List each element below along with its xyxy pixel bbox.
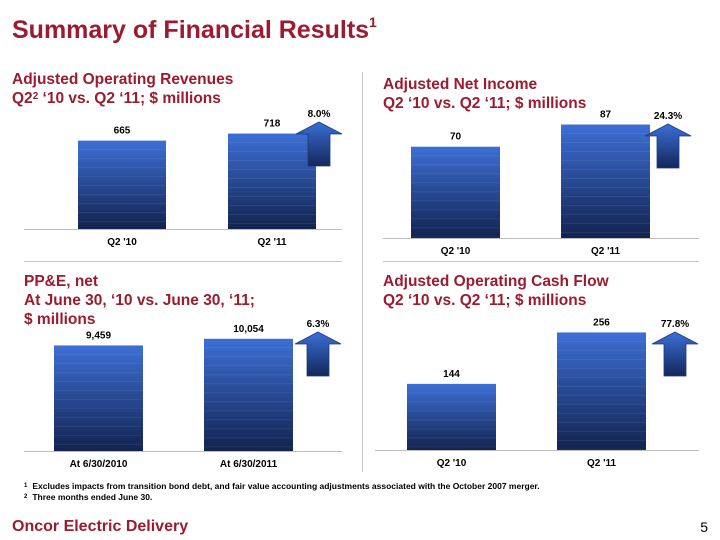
bar: [561, 124, 650, 238]
category-label: At 6/30/2010: [70, 459, 128, 470]
category-label: Q2 '11: [257, 237, 287, 248]
bar: [54, 345, 143, 451]
bar: [204, 338, 293, 451]
data-label: 256: [593, 317, 610, 328]
data-label: 9,459: [86, 330, 111, 341]
horizontal-divider-left: [24, 261, 342, 262]
chart-operating-revenues: 665 Q2 '10 718 Q2 '11 8.0%: [24, 109, 343, 248]
chart-operating-cash-flow: 144 Q2 '10 256 Q2 '11 77.8%: [375, 317, 699, 469]
percent-change-label: 77.8%: [661, 319, 689, 330]
bar: [411, 146, 500, 238]
panel-title-line-1: Adjusted Operating Revenues: [12, 71, 234, 88]
vertical-divider: [362, 72, 363, 472]
page-title-footnote-mark: 1: [369, 14, 377, 30]
panel-title-line-2: Q2 ‘10 vs. Q2 ‘11; $ millions: [383, 292, 587, 309]
panel-title: Adjusted Operating Revenues Q22 ‘10 vs. …: [12, 70, 233, 108]
panel-title: PP&E, net At June 30, ‘10 vs. June 30, ‘…: [24, 272, 255, 329]
increase-arrow-icon: [294, 331, 342, 377]
chart-ppe-net: 9,459 At 6/30/2010 10,054 At 6/30/2011 6.3%: [24, 319, 342, 470]
panel-title-line-1: PP&E, net: [24, 273, 99, 290]
category-label: Q2 '11: [587, 458, 617, 469]
increase-arrow-icon: [651, 331, 699, 377]
company-name: Oncor Electric Delivery: [12, 518, 189, 535]
bar: [407, 383, 496, 450]
category-label: Q2 '11: [591, 246, 621, 257]
footnote-2: 2 Three months ended June 30.: [24, 492, 153, 502]
chart-net-income: 70 Q2 '10 87 Q2 '11 24.3%: [383, 110, 699, 257]
data-label: 665: [114, 126, 131, 137]
category-label: Q2 '10: [107, 237, 137, 248]
data-label: 87: [600, 110, 612, 121]
bar: [78, 140, 166, 229]
increase-arrow-icon: [644, 123, 692, 169]
percent-change-label: 8.0%: [308, 109, 331, 120]
horizontal-divider-right: [383, 261, 699, 262]
percent-change-label: 6.3%: [307, 319, 330, 330]
panel-title-line-2: Q2 ‘10 vs. Q2 ‘11; $ millions: [383, 95, 587, 112]
category-label: Q2 '10: [437, 458, 467, 469]
data-label: 70: [450, 132, 462, 143]
data-label: 10,054: [233, 324, 264, 335]
data-label: 718: [264, 119, 281, 130]
panel-title-line-3: $ millions: [24, 311, 96, 328]
category-label: Q2 '10: [441, 246, 471, 257]
panel-title: Adjusted Net Income Q2 ‘10 vs. Q2 ‘11; $…: [383, 75, 586, 113]
data-label: 144: [443, 369, 460, 380]
footnotes: 1 Excludes impacts from transition bond d…: [24, 481, 540, 503]
percent-change-label: 24.3%: [654, 111, 682, 122]
bar: [557, 332, 646, 450]
panel-title-line-2: Q22 ‘10 vs. Q2 ‘11; $ millions: [12, 90, 221, 107]
footnote-1: 1 Excludes impacts from transition bond d…: [24, 481, 540, 491]
panel-title: Adjusted Operating Cash Flow Q2 ‘10 vs. …: [383, 272, 609, 310]
page-title-text: Summary of Financial Results: [12, 16, 370, 44]
category-label: At 6/30/2011: [220, 459, 278, 470]
increase-arrow-icon: [295, 121, 343, 167]
panel-title-line-2: At June 30, ‘10 vs. June 30, ‘11;: [24, 292, 255, 309]
panel-title-line-1: Adjusted Net Income: [383, 76, 538, 93]
page-number: 5: [700, 519, 708, 535]
page-title: Summary of Financial Results1: [12, 14, 377, 45]
bar: [228, 133, 316, 229]
panel-title-line-1: Adjusted Operating Cash Flow: [383, 273, 609, 290]
